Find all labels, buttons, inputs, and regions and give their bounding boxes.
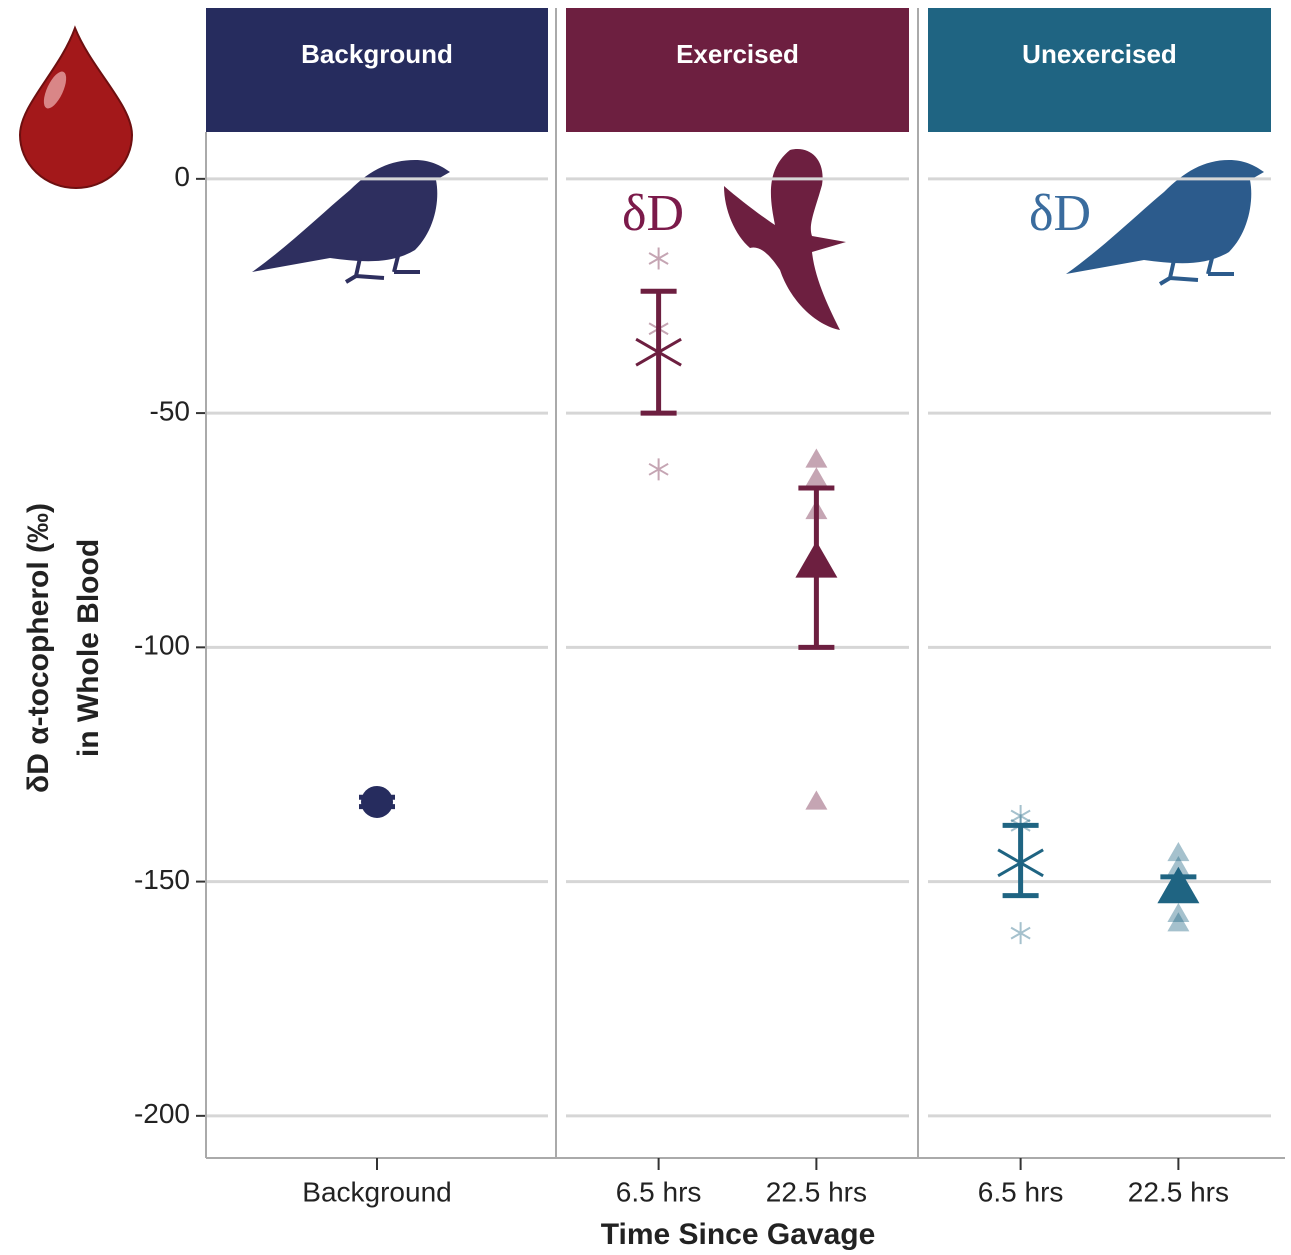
x-tick-label: 22.5 hrs [1128,1176,1229,1207]
y-axis-title: in Whole Blood [72,539,105,757]
x-tick-label: 6.5 hrs [616,1176,702,1207]
strip-title: Background [301,39,453,69]
x-tick-label: 22.5 hrs [766,1176,867,1207]
strip [928,8,1271,132]
y-tick-label: -100 [134,630,190,661]
mean-marker [997,836,1044,889]
data-point [648,458,669,481]
data-point [1167,856,1190,876]
strip [566,8,909,132]
strip [206,8,548,132]
data-point [1167,912,1190,932]
data-point [1167,841,1190,862]
data-point [1010,922,1031,945]
perched-bird-icon [252,160,450,284]
y-tick-label: -200 [134,1098,190,1129]
annotation: δD [1029,185,1091,242]
blood-drop-icon [18,25,134,189]
data-point [805,467,828,487]
strip-title: Exercised [676,39,799,69]
mean-marker [361,785,393,818]
y-tick-label: -50 [150,395,190,426]
data-point [805,448,828,468]
mean-marker [635,326,682,379]
flying-bird-icon [724,149,846,330]
x-tick-label: Background [302,1176,451,1207]
data-point [648,247,669,270]
data-point [1167,902,1190,923]
mean-marker [1157,866,1200,904]
annotation: δD [622,185,684,242]
perched-bird-icon [1066,160,1264,286]
strip-title: Unexercised [1022,39,1177,69]
y-axis-title: δD α-tocopherol (‰) [22,503,55,793]
y-tick-label: 0 [174,161,190,192]
y-tick-label: -150 [134,864,190,895]
mean-marker [795,541,838,578]
x-axis-title: Time Since Gavage [601,1218,876,1251]
x-tick-label: 6.5 hrs [978,1176,1064,1207]
data-point [805,790,828,810]
